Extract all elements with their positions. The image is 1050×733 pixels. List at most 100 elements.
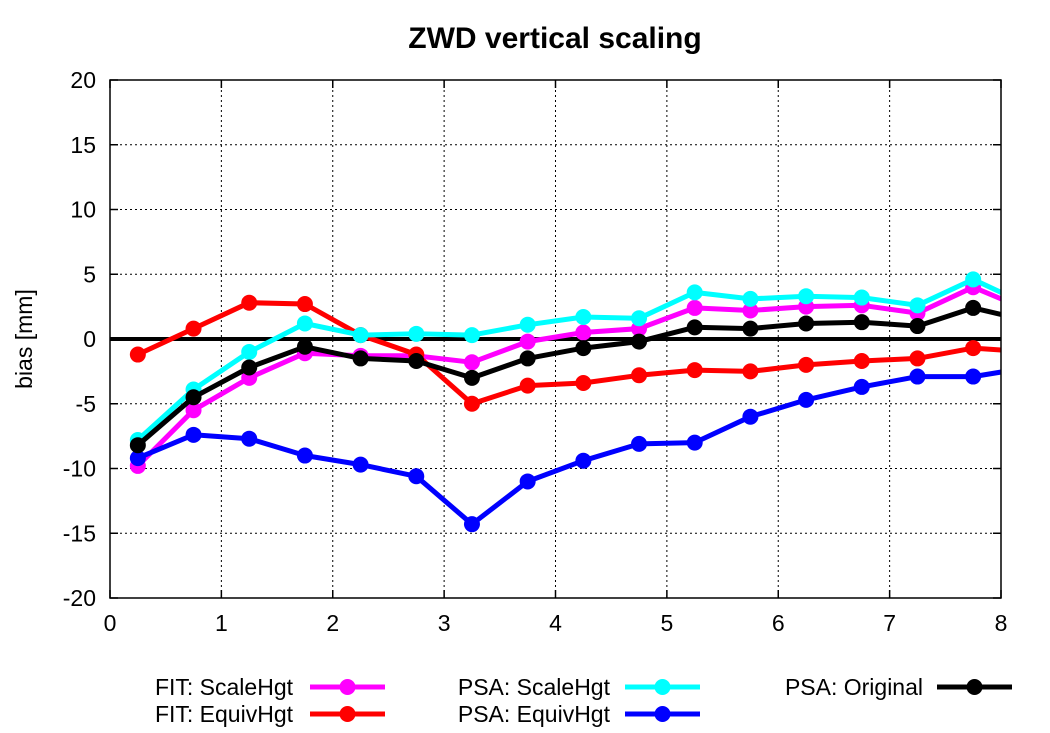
- data-point: [853, 289, 870, 306]
- y-tick-label: -20: [63, 585, 96, 611]
- data-point: [909, 350, 926, 367]
- data-point: [631, 435, 648, 452]
- data-point: [463, 516, 480, 533]
- data-point: [742, 408, 759, 425]
- data-point: [742, 290, 759, 307]
- data-point: [798, 288, 815, 305]
- data-point: [519, 316, 536, 333]
- data-point: [519, 473, 536, 490]
- data-point: [1021, 303, 1037, 319]
- data-point: [631, 333, 648, 350]
- y-tick-label: 0: [83, 326, 96, 352]
- x-tick-label: 8: [995, 610, 1008, 636]
- series-fit-equivhgt: [129, 294, 1001, 412]
- series-psa-equivhgt: [129, 359, 1037, 533]
- data-point: [296, 315, 313, 332]
- series-layer: [129, 271, 1037, 533]
- x-tick-label: 6: [772, 610, 785, 636]
- data-point: [296, 447, 313, 464]
- data-point: [853, 353, 870, 370]
- data-point: [241, 343, 258, 360]
- data-point: [798, 391, 815, 408]
- legend-entry: FIT: EquivHgt: [155, 701, 385, 727]
- data-point: [1021, 297, 1037, 313]
- y-tick-label: 10: [70, 197, 96, 223]
- y-tick-label: -10: [63, 456, 96, 482]
- data-point: [241, 294, 258, 311]
- x-tick-label: 0: [104, 610, 117, 636]
- data-point: [129, 437, 146, 454]
- data-point: [575, 452, 592, 469]
- legend-entry: PSA: ScaleHgt: [458, 674, 700, 700]
- data-point: [296, 296, 313, 313]
- x-tick-label: 2: [326, 610, 339, 636]
- data-point: [519, 350, 536, 367]
- data-point: [185, 402, 202, 419]
- legend-swatch-marker: [654, 706, 671, 722]
- y-tick-label: -15: [63, 520, 96, 546]
- data-point: [519, 333, 536, 350]
- data-point: [853, 378, 870, 395]
- data-point: [742, 320, 759, 337]
- legend-label: PSA: ScaleHgt: [458, 674, 611, 700]
- plot-frame: [109, 79, 1002, 599]
- data-point: [965, 271, 982, 288]
- data-point: [352, 327, 369, 344]
- data-point: [241, 430, 258, 447]
- y-tick-label: 15: [70, 132, 96, 158]
- legend-entry: PSA: EquivHgt: [458, 701, 700, 727]
- chart-title: ZWD vertical scaling: [408, 22, 701, 55]
- data-point: [408, 353, 425, 370]
- data-point: [185, 320, 202, 337]
- data-point: [686, 434, 703, 451]
- x-tick-label: 7: [883, 610, 896, 636]
- data-point: [463, 327, 480, 344]
- data-point: [408, 468, 425, 485]
- data-point: [408, 325, 425, 342]
- data-point: [965, 368, 982, 385]
- data-point: [463, 395, 480, 412]
- legend-swatch-marker: [339, 679, 356, 695]
- data-point: [798, 315, 815, 332]
- legend-label: PSA: Original: [785, 674, 923, 700]
- data-point: [631, 367, 648, 384]
- x-tick-label: 4: [549, 610, 562, 636]
- data-point: [742, 363, 759, 380]
- data-point: [1021, 313, 1037, 329]
- legend-label: FIT: EquivHgt: [155, 701, 294, 727]
- data-point: [463, 369, 480, 386]
- data-point: [241, 359, 258, 376]
- legend-swatch-marker: [654, 679, 671, 695]
- data-point: [129, 450, 146, 467]
- data-point: [519, 377, 536, 394]
- x-tick-label: 3: [438, 610, 451, 636]
- series-psa-original: [129, 299, 1037, 454]
- y-tick-label: 5: [83, 261, 96, 287]
- data-point: [631, 310, 648, 327]
- data-point: [798, 356, 815, 373]
- data-point: [352, 456, 369, 473]
- data-point: [909, 318, 926, 335]
- data-point: [909, 297, 926, 314]
- data-point: [853, 314, 870, 331]
- data-point: [965, 340, 982, 357]
- data-point: [463, 354, 480, 371]
- y-tick-label: 20: [70, 67, 96, 93]
- legend-swatch-marker: [966, 679, 983, 695]
- x-tick-label: 1: [215, 610, 228, 636]
- legend-label: FIT: ScaleHgt: [155, 674, 294, 700]
- legend-entry: FIT: ScaleHgt: [155, 674, 385, 700]
- y-tick-label: -5: [76, 391, 96, 417]
- data-point: [686, 299, 703, 316]
- legend-swatch-marker: [339, 706, 356, 722]
- data-point: [575, 324, 592, 341]
- data-point: [575, 308, 592, 325]
- data-point: [965, 299, 982, 316]
- data-point: [129, 346, 146, 363]
- data-point: [1021, 359, 1037, 375]
- x-tick-label: 5: [660, 610, 673, 636]
- data-point: [686, 284, 703, 301]
- data-point: [352, 350, 369, 367]
- legend-label: PSA: EquivHgt: [458, 701, 611, 727]
